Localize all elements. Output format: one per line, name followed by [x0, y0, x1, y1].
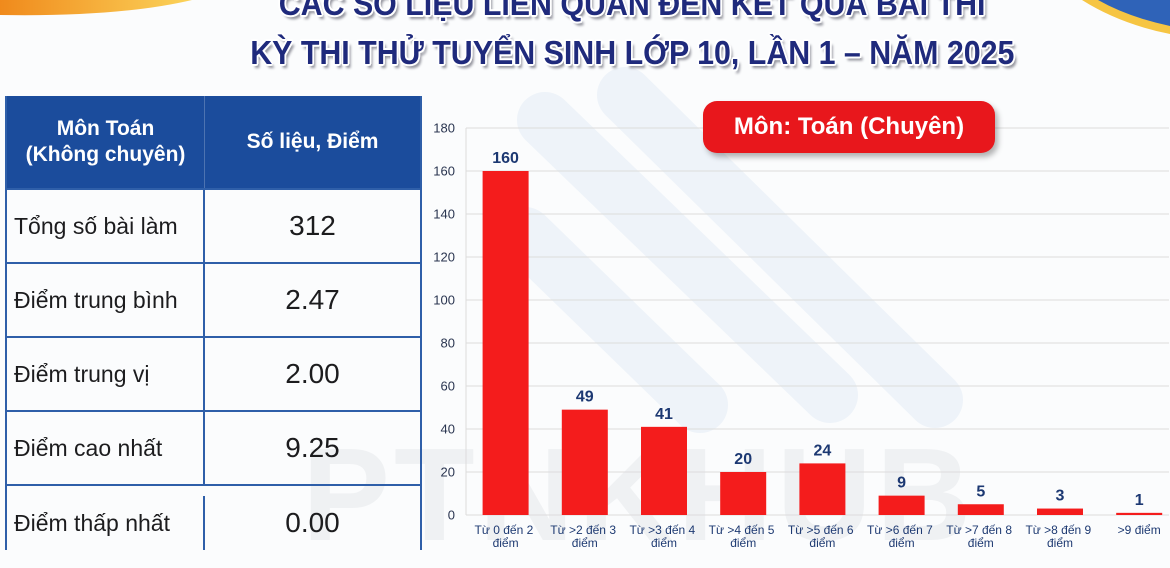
chart-title-badge: Môn: Toán (Chuyên) [703, 101, 995, 153]
bar [1037, 508, 1083, 515]
bar [1116, 512, 1163, 515]
bar [482, 171, 529, 515]
page-title-line-1-text: CÁC SỐ LIỆU LIÊN QUAN ĐẾN KẾT QUẢ BÀI TH… [278, 0, 986, 22]
y-tick-label: 80 [441, 336, 455, 351]
x-tick-label: Từ >5 đến 6 điểm [788, 523, 857, 550]
x-tick-label: Từ >7 đến 8 điểm [946, 523, 1015, 550]
x-tick-label: Từ >3 đến 4 điểm [629, 523, 698, 550]
row-value: 9.25 [285, 432, 340, 463]
stats-table-header: Môn Toán (Không chuyên) Số liệu, Điểm [7, 96, 420, 190]
bar-value-label: 49 [576, 389, 594, 406]
row-label: Tổng số bài làm [7, 190, 205, 262]
y-tick-label: 160 [433, 164, 455, 179]
corner-swoosh-left [0, 0, 192, 16]
bar [957, 504, 1004, 515]
row-value: 2.47 [285, 284, 340, 315]
row-value: 2.00 [285, 358, 340, 389]
bar-value-label: 9 [897, 475, 906, 492]
y-tick-label: 20 [441, 465, 455, 480]
y-tick-label: 100 [433, 293, 455, 308]
table-row: Điểm thấp nhất 0.00 [7, 486, 420, 550]
page-title-line-2-text: KỲ THI THỬ TUYỂN SINH LỚP 10, LẦN 1 – NĂ… [249, 34, 1015, 71]
row-value: 0.00 [285, 507, 340, 538]
bar-value-label: 24 [814, 442, 832, 459]
x-tick-label: >9 điểm [1118, 523, 1161, 537]
y-tick-label: 120 [433, 250, 455, 265]
table-row: Điểm cao nhất 9.25 [7, 412, 420, 486]
bar [720, 472, 767, 515]
bar-value-label: 160 [492, 150, 519, 167]
header-subject-line2: (Không chuyên) [25, 143, 186, 166]
bar [799, 463, 846, 515]
x-tick-label: Từ >2 đến 3 điểm [550, 523, 619, 550]
bar [878, 495, 925, 515]
table-row: Điểm trung bình 2.47 [7, 264, 420, 338]
y-tick-label: 0 [448, 508, 455, 523]
bar [561, 409, 608, 515]
row-value: 312 [289, 210, 336, 241]
row-label: Điểm trung vị [7, 338, 205, 410]
row-label: Điểm thấp nhất [7, 496, 205, 550]
table-row: Tổng số bài làm 312 [7, 190, 420, 264]
bar [641, 426, 687, 515]
x-tick-label: Từ >4 đến 5 điểm [709, 523, 778, 550]
bar-value-label: 5 [976, 483, 985, 500]
y-tick-label: 60 [441, 379, 455, 394]
bar-value-label: 41 [655, 406, 673, 423]
bar-value-label: 20 [734, 451, 752, 468]
bar-value-label: 1 [1135, 492, 1144, 509]
bar-value-label: 3 [1056, 488, 1065, 505]
header-value-cell: Số liệu, Điểm [246, 130, 379, 153]
page-title-line-1: CÁC SỐ LIỆU LIÊN QUAN ĐẾN KẾT QUẢ BÀI TH… [94, 0, 1170, 23]
page-title-line-2: KỲ THI THỬ TUYỂN SINH LỚP 10, LẦN 1 – NĂ… [94, 34, 1170, 72]
header-subject-line1: Môn Toán [56, 117, 155, 140]
row-label: Điểm cao nhất [7, 412, 205, 484]
row-label: Điểm trung bình [7, 264, 205, 336]
table-row: Điểm trung vị 2.00 [7, 338, 420, 412]
x-tick-label: Từ 0 đến 2 điểm [475, 523, 537, 550]
corner-swoosh-right-blue [1098, 0, 1170, 26]
y-tick-label: 180 [433, 121, 455, 136]
y-tick-label: 40 [441, 422, 455, 437]
x-tick-label: Từ >6 đến 7 điểm [867, 523, 936, 550]
watermark-text: PTNKHUB [302, 421, 976, 568]
stats-table: Môn Toán (Không chuyên) Số liệu, Điểm Tổ… [5, 96, 422, 550]
x-tick-label: Từ >8 đến 9 điểm [1025, 523, 1094, 550]
header-subject-cell: Môn Toán (Không chuyên) [7, 96, 205, 188]
y-tick-label: 140 [433, 207, 455, 222]
chart-title: Môn: Toán (Chuyên) [733, 113, 965, 140]
